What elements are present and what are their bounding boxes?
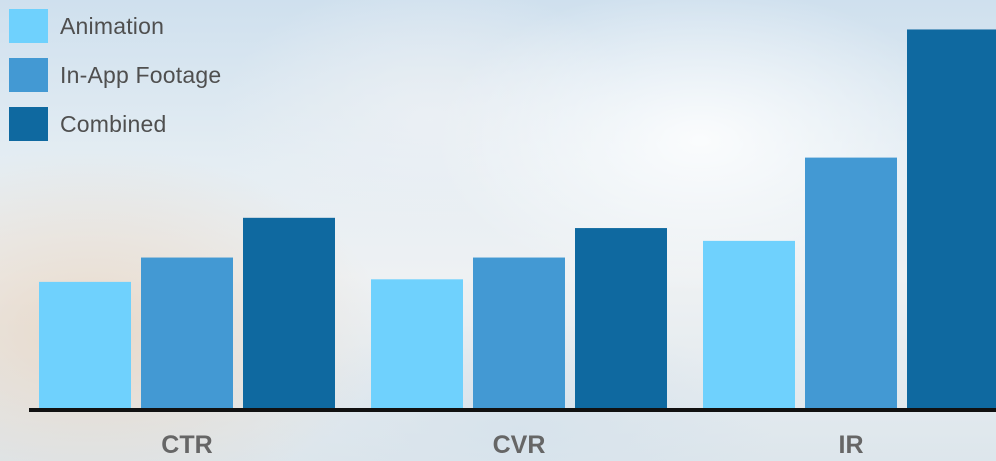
bar-ir-combined xyxy=(907,29,996,410)
x-tick-labels: CTR CVR IR xyxy=(161,431,863,459)
bar-cvr-animation xyxy=(371,279,463,410)
bar-cvr-in-app-footage xyxy=(473,257,565,410)
bar-ir-animation xyxy=(703,240,795,410)
bar-cvr-combined xyxy=(575,228,667,410)
legend-swatch-combined xyxy=(9,107,48,141)
bar-ctr-combined xyxy=(243,217,335,410)
legend-label-in-app-footage: In-App Footage xyxy=(60,61,222,88)
bar-ctr-in-app-footage xyxy=(141,257,233,410)
legend-item-animation: Animation xyxy=(9,9,221,43)
legend-swatch-animation xyxy=(9,9,48,43)
bars-group xyxy=(39,29,996,410)
x-tick-label-ctr: CTR xyxy=(161,431,212,459)
legend-item-in-app-footage: In-App Footage xyxy=(9,58,221,92)
bar-ir-in-app-footage xyxy=(805,157,897,410)
legend-swatch-in-app-footage xyxy=(9,58,48,92)
legend: Animation In-App Footage Combined xyxy=(9,9,221,141)
bar-ctr-animation xyxy=(39,281,131,410)
legend-label-combined: Combined xyxy=(60,110,167,137)
x-tick-label-cvr: CVR xyxy=(493,431,546,459)
legend-label-animation: Animation xyxy=(60,12,165,39)
legend-item-combined: Combined xyxy=(9,107,221,141)
x-tick-label-ir: IR xyxy=(839,431,864,459)
